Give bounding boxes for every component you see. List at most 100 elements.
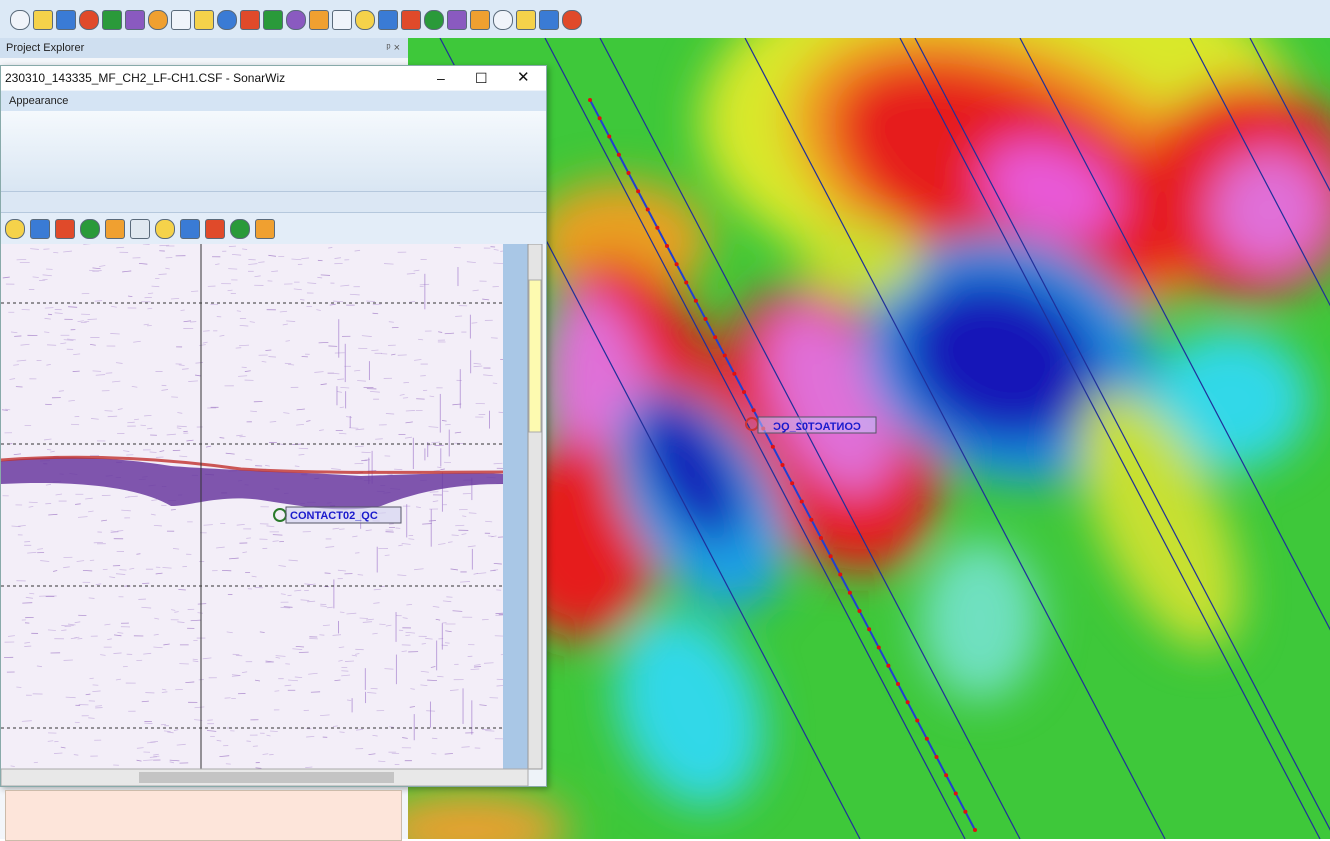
noise-stroke — [374, 589, 381, 590]
noise-stroke — [77, 638, 82, 639]
hscroll-thumb[interactable] — [139, 772, 394, 783]
toolbar-button[interactable] — [105, 219, 125, 239]
toolbar-button[interactable] — [355, 10, 375, 30]
map-contact: CONTACT02_QC — [746, 417, 876, 433]
toolbar-button[interactable] — [155, 219, 175, 239]
track-point — [944, 773, 948, 777]
track-point — [838, 573, 842, 577]
toolbar-button[interactable] — [205, 219, 225, 239]
noise-stroke — [432, 738, 437, 739]
toolbar-button[interactable] — [516, 10, 536, 30]
toolbar-button[interactable] — [10, 10, 30, 30]
track-point — [800, 500, 804, 504]
toolbar-button[interactable] — [332, 10, 352, 30]
toolbar-button[interactable] — [180, 219, 200, 239]
track-point — [915, 719, 919, 723]
track-point — [694, 299, 698, 303]
toolbar-button[interactable] — [217, 10, 237, 30]
toolbar-button[interactable] — [309, 10, 329, 30]
toolbar-button[interactable] — [79, 10, 99, 30]
track-point — [704, 317, 708, 321]
noise-stroke — [203, 331, 210, 332]
noise-stroke — [66, 697, 76, 698]
noise-stroke — [164, 731, 171, 732]
toolbar-button[interactable] — [378, 10, 398, 30]
noise-stroke — [339, 732, 344, 733]
toolbar-button[interactable] — [56, 10, 76, 30]
maximize-button[interactable]: ☐ — [475, 66, 488, 90]
track-point — [636, 189, 640, 193]
sonar-toolbar — [1, 213, 546, 244]
noise-stroke — [246, 538, 251, 539]
ribbon — [1, 111, 546, 192]
toolbar-button[interactable] — [148, 10, 168, 30]
noise-stroke — [389, 322, 394, 323]
track-point — [790, 481, 794, 485]
toolbar-button[interactable] — [424, 10, 444, 30]
toolbar-button[interactable] — [562, 10, 582, 30]
noise-stroke — [427, 680, 437, 681]
toolbar-button[interactable] — [130, 219, 150, 239]
toolbar-button[interactable] — [255, 219, 275, 239]
track-point — [723, 354, 727, 358]
toolbar-button[interactable] — [263, 10, 283, 30]
track-point — [935, 755, 939, 759]
toolbar-button[interactable] — [286, 10, 306, 30]
toolbar-button[interactable] — [33, 10, 53, 30]
ribbon-bar — [1, 192, 546, 213]
sonar-background — [1, 244, 503, 769]
toolbar-button[interactable] — [401, 10, 421, 30]
noise-stroke — [220, 438, 225, 439]
toolbar-button[interactable] — [125, 10, 145, 30]
noise-stroke — [437, 676, 443, 677]
noise-stroke — [469, 513, 477, 514]
noise-stroke — [445, 424, 450, 425]
toolbar-button[interactable] — [171, 10, 191, 30]
toolbar-button[interactable] — [194, 10, 214, 30]
noise-stroke — [88, 718, 94, 719]
menu-appearance[interactable]: Appearance — [9, 95, 68, 107]
track-point — [973, 828, 977, 832]
track-point — [925, 737, 929, 741]
noise-stroke — [418, 339, 423, 340]
toolbar-button[interactable] — [80, 219, 100, 239]
noise-stroke — [321, 275, 330, 276]
track-point — [781, 463, 785, 467]
window-titlebar: 230310_143335_MF_CH2_LF-CH1.CSF - SonarW… — [1, 66, 546, 90]
toolbar-button[interactable] — [447, 10, 467, 30]
close-button[interactable]: ✕ — [517, 66, 530, 90]
toolbar-button[interactable] — [102, 10, 122, 30]
surface-blob — [920, 540, 1040, 700]
noise-stroke — [81, 322, 87, 323]
toolbar-button[interactable] — [230, 219, 250, 239]
track-point — [684, 281, 688, 285]
noise-stroke — [17, 259, 27, 260]
track-point — [655, 226, 659, 230]
noise-stroke — [110, 333, 119, 334]
track-point — [617, 153, 621, 157]
toolbar-button[interactable] — [30, 219, 50, 239]
screen: Project Explorer ᵖ × CONTACT02_QC 230310… — [0, 0, 1330, 839]
toolbar-button[interactable] — [5, 219, 25, 239]
toolbar-button[interactable] — [493, 10, 513, 30]
track-point — [742, 390, 746, 394]
noise-stroke — [274, 691, 279, 692]
panel-controls[interactable]: ᵖ × — [386, 38, 400, 58]
toolbar-button[interactable] — [55, 219, 75, 239]
noise-stroke — [339, 529, 344, 530]
noise-stroke — [228, 269, 237, 270]
track-point — [963, 810, 967, 814]
minimize-button[interactable]: – — [437, 66, 445, 90]
main-toolbar — [0, 0, 1330, 39]
toolbar-button[interactable] — [539, 10, 559, 30]
track-point — [858, 609, 862, 613]
track-point — [886, 664, 890, 668]
noise-stroke — [462, 516, 466, 517]
toolbar-button[interactable] — [240, 10, 260, 30]
track-point — [829, 554, 833, 558]
noise-stroke — [150, 452, 157, 453]
track-point — [867, 627, 871, 631]
track-point — [665, 244, 669, 248]
toolbar-button[interactable] — [470, 10, 490, 30]
scroll-thumb[interactable] — [529, 280, 541, 432]
